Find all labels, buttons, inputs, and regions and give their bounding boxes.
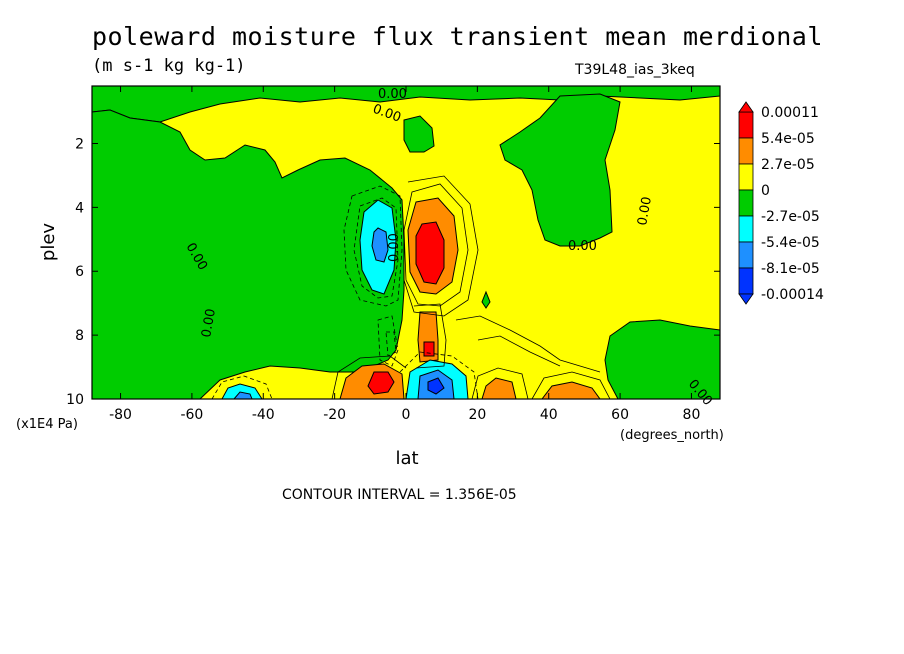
contour-label: 0.00 bbox=[387, 233, 402, 262]
red-region-surface-south bbox=[367, 371, 395, 395]
colorbar-label: 0 bbox=[761, 183, 770, 199]
colorbar-top-arrow bbox=[738, 101, 754, 113]
orange-region-surface-45n bbox=[541, 381, 601, 399]
x-tick-label: -80 bbox=[109, 407, 132, 423]
y-axis-label: plev bbox=[38, 223, 59, 262]
colorbar-swatch bbox=[738, 189, 754, 217]
run-label: T39L48_ias_3keq bbox=[575, 62, 695, 78]
colorbar-label: -0.00014 bbox=[761, 287, 824, 303]
y-tick-label: 10 bbox=[66, 392, 84, 408]
plot-area bbox=[92, 86, 720, 399]
x-axis-units: (degrees_north) bbox=[620, 428, 724, 443]
colorbar-swatch bbox=[738, 111, 754, 139]
colorbar-swatch bbox=[738, 215, 754, 243]
colorbar-label: -2.7e-05 bbox=[761, 209, 820, 225]
green-region-right-upper bbox=[499, 93, 621, 247]
y-tick-label: 2 bbox=[75, 136, 84, 152]
negative-contours bbox=[211, 185, 479, 399]
colorbar-label: -5.4e-05 bbox=[761, 235, 820, 251]
contour-label: 0.00 bbox=[378, 87, 407, 102]
y-axis-units: (x1E4 Pa) bbox=[16, 417, 78, 432]
contour-label: 0.00 bbox=[635, 196, 655, 227]
x-tick-label: 60 bbox=[611, 407, 629, 423]
colorbar-label: 2.7e-05 bbox=[761, 157, 815, 173]
colorbar-swatch bbox=[738, 267, 754, 295]
contour-interval: CONTOUR INTERVAL = 1.356E-05 bbox=[282, 487, 517, 503]
colorbar-label: -8.1e-05 bbox=[761, 261, 820, 277]
y-axis: 2 4 6 8 10 bbox=[66, 136, 720, 408]
x-tick-label: -40 bbox=[252, 407, 275, 423]
x-axis-label: lat bbox=[395, 448, 418, 469]
red-region-upper bbox=[415, 221, 445, 285]
blue-region-surface-south bbox=[233, 391, 253, 399]
chart-units: (m s-1 kg kg-1) bbox=[92, 56, 246, 76]
x-tick-label: 0 bbox=[402, 407, 411, 423]
x-tick-label: 20 bbox=[468, 407, 486, 423]
green-region-center bbox=[403, 115, 435, 153]
x-axis: -80 -60 -40 -20 0 20 40 60 80 bbox=[109, 86, 700, 423]
colorbar-swatch bbox=[738, 241, 754, 269]
colorbar-bottom-arrow bbox=[738, 293, 754, 305]
contour-label: 0.00 bbox=[199, 308, 219, 339]
x-tick-label: -20 bbox=[323, 407, 346, 423]
chart-title: poleward moisture flux transient mean me… bbox=[92, 22, 823, 51]
cyan-region-surface-south bbox=[221, 383, 263, 399]
x-tick-label: 80 bbox=[683, 407, 701, 423]
red-region-mid bbox=[423, 341, 435, 357]
blue-region-mid bbox=[371, 227, 389, 263]
yellow-contour-ring bbox=[403, 183, 469, 307]
y-tick-label: 8 bbox=[75, 328, 84, 344]
green-region-right-lower bbox=[604, 319, 720, 399]
colorbar-label: 0.00011 bbox=[761, 105, 819, 121]
colorbar-label: 5.4e-05 bbox=[761, 131, 815, 147]
green-region-small bbox=[481, 290, 491, 309]
y-tick-label: 4 bbox=[75, 200, 84, 216]
green-region-left bbox=[92, 109, 405, 399]
x-tick-label: -60 bbox=[180, 407, 203, 423]
y-tick-label: 6 bbox=[75, 264, 84, 280]
blue-dark-region-surface-eq bbox=[427, 377, 445, 395]
orange-region-surface-25n bbox=[481, 377, 517, 399]
contour-label: 0.00 bbox=[568, 239, 597, 254]
colorbar-swatch bbox=[738, 163, 754, 191]
x-tick-label: 40 bbox=[540, 407, 558, 423]
positive-contours bbox=[331, 175, 611, 399]
colorbar: 0.00011 5.4e-05 2.7e-05 0 -2.7e-05 -5.4e-05 -8… bbox=[738, 101, 824, 305]
colorbar-swatch bbox=[738, 137, 754, 165]
